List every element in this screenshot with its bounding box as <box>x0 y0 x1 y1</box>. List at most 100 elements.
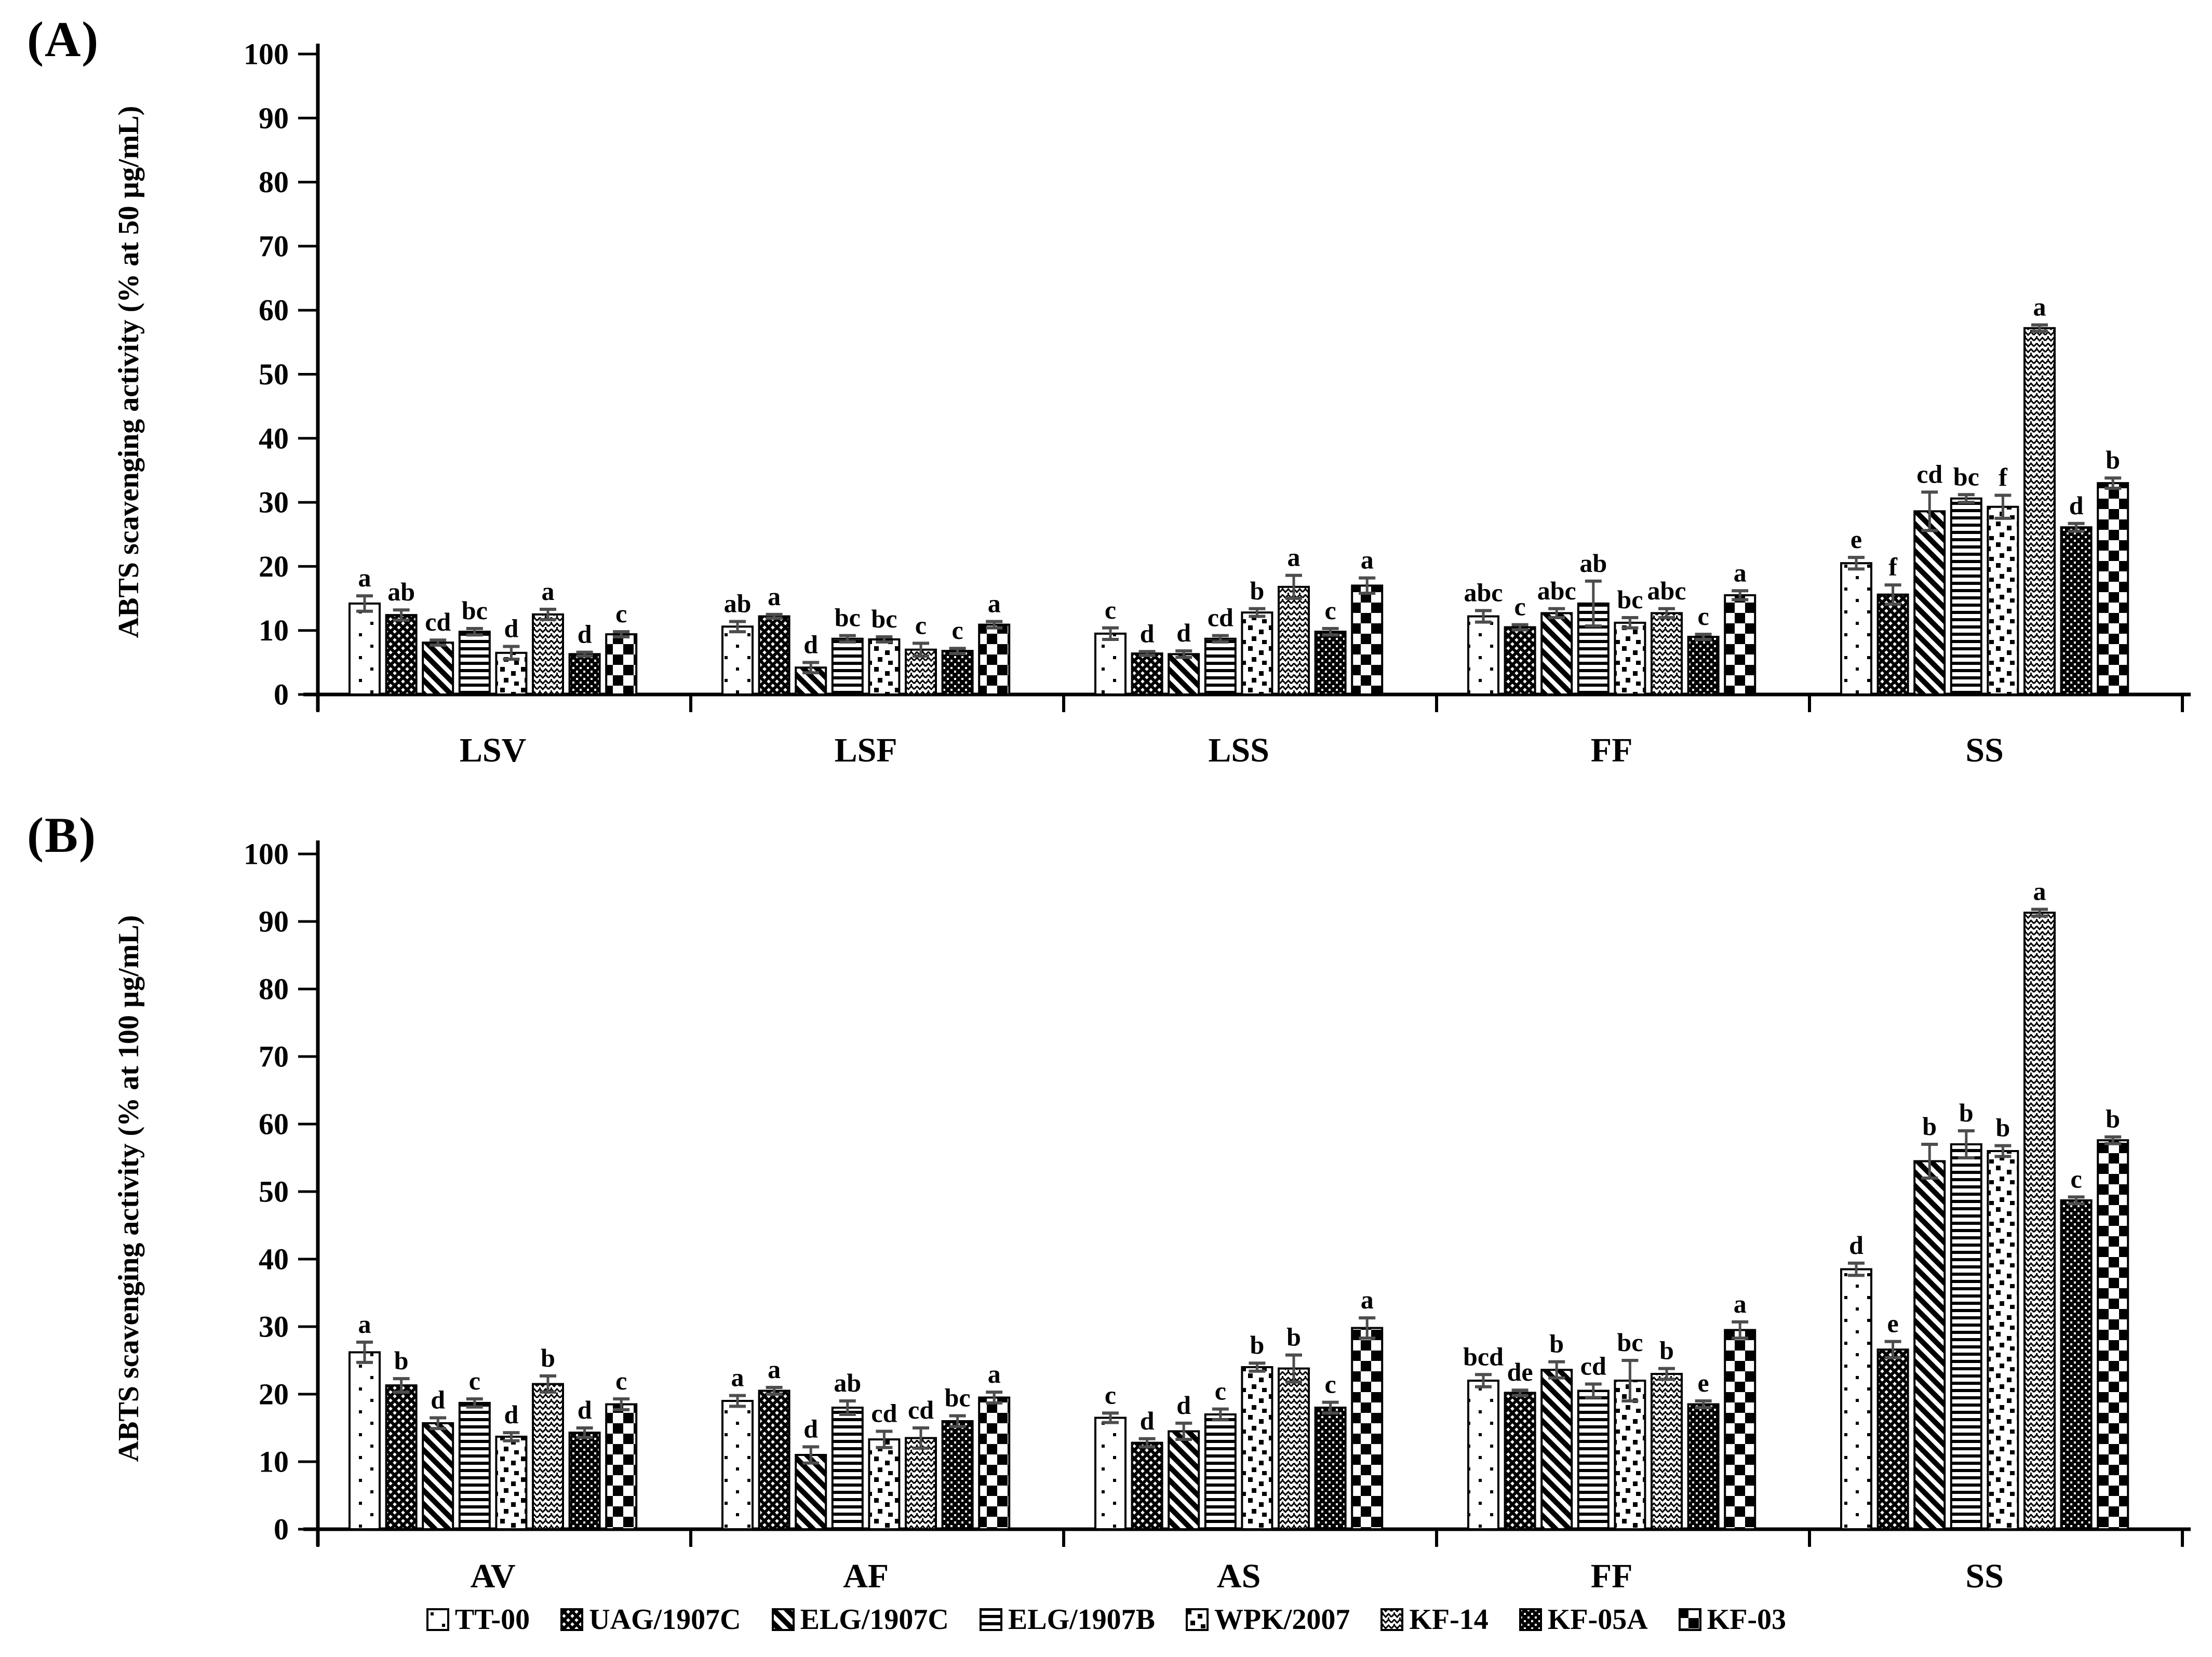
bar-elg-1907b-lsf <box>831 637 864 696</box>
error-bar <box>1285 573 1302 600</box>
legend-label: TT-00 <box>454 1603 530 1636</box>
category-label-av: AV <box>471 1557 516 1595</box>
sig-letter: a <box>1361 545 1374 574</box>
sig-letter: bc <box>945 1383 971 1412</box>
legend-item-elg-1907c: ELG/1907C <box>771 1603 949 1636</box>
y-tick-label: 90 <box>259 101 289 135</box>
sig-letter: b <box>1250 576 1264 605</box>
legend-swatch-checkerboard <box>1678 1608 1701 1631</box>
sig-letter: ab <box>387 577 415 606</box>
legend-item-elg-1907b: ELG/1907B <box>979 1603 1155 1636</box>
bar-kf-05a-av <box>568 1432 601 1531</box>
error-bar <box>1322 627 1339 637</box>
sig-letter: ab <box>1579 549 1607 578</box>
error-bar <box>2031 907 2048 918</box>
bar-wpk-2007-av <box>495 1435 528 1530</box>
sig-letter: d <box>1140 1406 1155 1435</box>
y-tick-label: 40 <box>259 1242 289 1276</box>
sig-letter: a <box>1288 543 1301 572</box>
bar-kf-03-av <box>605 1403 638 1530</box>
bar-kf-03-as <box>1351 1327 1384 1531</box>
y-tick-label: 50 <box>259 1175 289 1209</box>
bar-elg-1907b-lss <box>1204 637 1237 696</box>
sig-letter: e <box>1697 1368 1709 1397</box>
sig-letter: cd <box>425 607 451 636</box>
sig-letter: bc <box>1617 1328 1643 1357</box>
sig-letter: ab <box>834 1368 861 1397</box>
y-tick-label: 10 <box>259 613 289 647</box>
error-bar <box>356 1340 373 1364</box>
error-bar <box>729 1394 746 1408</box>
error-bar <box>1102 626 1119 641</box>
sig-letter: d <box>431 1385 445 1414</box>
legend-label: ELG/1907B <box>1008 1603 1156 1636</box>
error-bar <box>1548 607 1565 620</box>
sig-letter: cd <box>1580 1352 1606 1381</box>
category-label-ss: SS <box>1965 731 2003 769</box>
bar-wpk-2007-ss <box>1987 505 2019 696</box>
sig-letter: b <box>1250 1330 1264 1359</box>
bar-group-as: cdd cb bca <box>1094 1285 1384 1531</box>
legend-label: KF-05A <box>1547 1603 1648 1636</box>
bar-elg-1907b-as <box>1204 1413 1237 1530</box>
bar-tt-00-lss <box>1094 632 1127 696</box>
bar-kf-05a-ff <box>1687 636 1720 696</box>
bar-wpk-2007-lss <box>1241 611 1273 696</box>
error-bar <box>1621 616 1639 630</box>
bar-uag-1907c-lsf <box>758 615 790 696</box>
legend-swatch-zigzag-weave <box>1380 1608 1404 1631</box>
legend-swatch-scattered-squares <box>1186 1608 1209 1631</box>
bar-kf-05a-af <box>941 1420 974 1530</box>
bar-tt-00-lsv <box>348 602 381 696</box>
legend-swatch-dark-dotted <box>1519 1608 1542 1631</box>
sig-letter: c <box>1105 595 1116 624</box>
sig-letter: b <box>1922 1112 1937 1141</box>
bar-uag-1907c-ff <box>1504 1392 1536 1530</box>
error-bar <box>1884 1340 1901 1359</box>
y-tick-label: 60 <box>259 293 289 327</box>
error-bar <box>1359 576 1376 595</box>
sig-letter: c <box>1324 1370 1336 1399</box>
sig-letter: c <box>1514 592 1525 621</box>
sig-letter: c <box>1697 602 1709 631</box>
error-bar <box>802 661 820 675</box>
legend-label: WPK/2007 <box>1214 1603 1350 1636</box>
error-bar <box>1249 607 1266 618</box>
error-bar <box>1175 649 1192 659</box>
sig-letter: bc <box>1617 585 1643 614</box>
sig-letter: a <box>768 1355 781 1384</box>
error-bar <box>802 1445 820 1465</box>
y-tick-label: 60 <box>259 1107 289 1141</box>
error-bar <box>876 635 893 644</box>
bar-uag-1907c-af <box>758 1389 790 1530</box>
sig-letter: a <box>1361 1285 1374 1314</box>
legend-item-kf-14: KF-14 <box>1380 1603 1489 1636</box>
error-bar <box>1658 1367 1675 1381</box>
bar-wpk-2007-lsf <box>868 638 901 696</box>
error-bar <box>576 1426 593 1439</box>
category-label-ff: FF <box>1591 1557 1633 1595</box>
bar-kf-05a-ss <box>2060 526 2093 696</box>
y-tick-label: 80 <box>259 972 289 1006</box>
bar-kf-03-af <box>978 1396 1011 1530</box>
bar-uag-1907c-ss <box>1876 593 1909 696</box>
legend-item-kf-03: KF-03 <box>1678 1603 1786 1636</box>
error-bar <box>540 608 556 621</box>
sig-letter: c <box>469 1366 480 1395</box>
error-bar <box>1958 493 1975 504</box>
bar-elg-1907c-ss <box>1913 1160 1946 1530</box>
panel-a-y-axis-title: ABTS scavenging activity (% at 50 µg/mL) <box>113 105 145 638</box>
error-bar <box>1921 490 1938 532</box>
sig-letter: cd <box>1916 459 1942 488</box>
sig-letter: b <box>1959 1098 1974 1127</box>
y-tick-label: 30 <box>259 1310 289 1344</box>
error-bar <box>839 1399 856 1416</box>
error-bar <box>1212 1407 1229 1422</box>
bar-kf-03-lss <box>1351 584 1384 696</box>
sig-letter: a <box>2033 877 2046 906</box>
y-tick-label: 100 <box>244 37 289 71</box>
bar-kf-05a-ff <box>1687 1403 1720 1530</box>
sig-letter: b <box>1286 1322 1301 1352</box>
